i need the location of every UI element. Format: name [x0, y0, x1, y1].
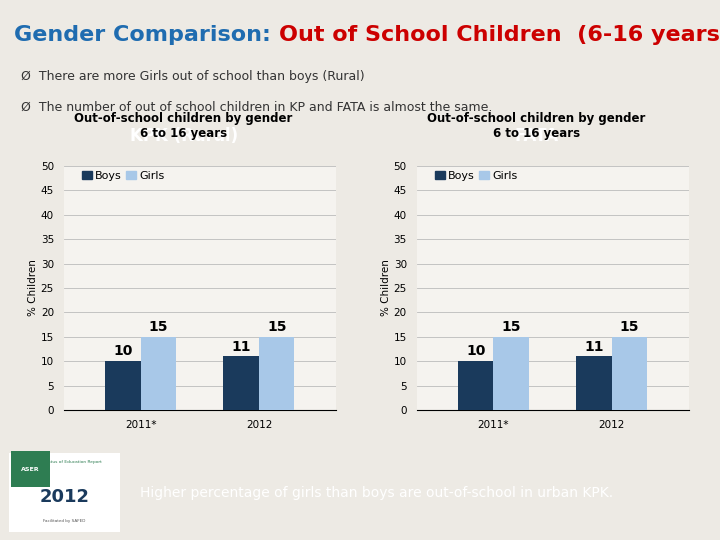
Y-axis label: % Children: % Children	[381, 260, 391, 316]
Bar	[105, 361, 140, 410]
Bar	[259, 337, 294, 410]
Text: KPK (Rural): KPK (Rural)	[130, 127, 238, 145]
Legend: Boys, Girls: Boys, Girls	[78, 166, 169, 185]
Text: 10: 10	[466, 345, 485, 359]
Legend: Boys, Girls: Boys, Girls	[431, 166, 522, 185]
Text: 2012: 2012	[40, 488, 89, 505]
Text: 15: 15	[620, 320, 639, 334]
Bar	[458, 361, 493, 410]
Text: FATA: FATA	[514, 127, 559, 145]
Text: Out-of-school children by gender
6 to 16 years: Out-of-school children by gender 6 to 16…	[427, 112, 646, 140]
Bar	[140, 337, 176, 410]
Text: Annual Status of Education Report: Annual Status of Education Report	[27, 460, 102, 463]
Text: Out-of-school children by gender
6 to 16 years: Out-of-school children by gender 6 to 16…	[74, 112, 293, 140]
Text: Facilitated by SAFED: Facilitated by SAFED	[43, 519, 86, 523]
FancyBboxPatch shape	[9, 453, 120, 532]
Bar	[493, 337, 529, 410]
Text: Higher percentage of girls than boys are out-of-school in urban KPK.: Higher percentage of girls than boys are…	[140, 486, 613, 500]
FancyBboxPatch shape	[11, 451, 50, 487]
Text: Gender Comparison:: Gender Comparison:	[14, 25, 279, 45]
Bar	[612, 337, 647, 410]
Text: 15: 15	[267, 320, 287, 334]
Bar	[576, 356, 612, 410]
Text: ASER: ASER	[22, 467, 40, 471]
Text: 15: 15	[148, 320, 168, 334]
Text: Out of School Children  (6-16 years): Out of School Children (6-16 years)	[279, 25, 720, 45]
Text: Ø  The number of out of school children in KP and FATA is almost the same.: Ø The number of out of school children i…	[22, 100, 492, 113]
Text: Ø  There are more Girls out of school than boys (Rural): Ø There are more Girls out of school tha…	[22, 70, 365, 83]
Y-axis label: % Children: % Children	[28, 260, 38, 316]
Text: 11: 11	[231, 340, 251, 354]
Text: 10: 10	[113, 345, 132, 359]
Text: 15: 15	[501, 320, 521, 334]
Text: 11: 11	[584, 340, 604, 354]
Bar	[223, 356, 259, 410]
